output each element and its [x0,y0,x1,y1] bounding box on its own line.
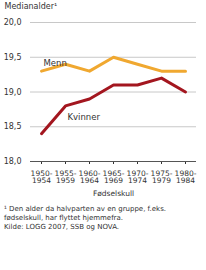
html-text:Kilde: LOGG 2007, SSB og NOVA.: Kilde: LOGG 2007, SSB og NOVA. [4,223,119,231]
svg-text:1965-1969: 1965-1969 [103,169,125,186]
svg-text:1975-1979: 1975-1979 [151,169,173,186]
svg-text:Medianalder¹: Medianalder¹ [5,2,58,11]
svg-text:19,0: 19,0 [4,88,22,97]
svg-text:18,0: 18,0 [4,157,22,166]
svg-text:Kvinner: Kvinner [68,112,101,122]
svg-text:18,5: 18,5 [4,122,22,131]
svg-text:20,0: 20,0 [4,18,22,27]
svg-text:19,5: 19,5 [4,53,22,62]
svg-text:Menn: Menn [44,58,67,68]
svg-text:1955-1959: 1955-1959 [55,169,77,186]
svg-text:1960-1964: 1960-1964 [79,169,101,186]
svg-text:Fødselskull: Fødselskull [93,189,134,198]
svg-text:1970-1974: 1970-1974 [127,169,149,186]
svg-text:1980-1984: 1980-1984 [175,169,197,186]
svg-text:1950-1954: 1950-1954 [31,169,53,186]
html-text:¹ Den alder da halvparten av e: ¹ Den alder da halvparten av en gruppe, … [4,205,166,222]
